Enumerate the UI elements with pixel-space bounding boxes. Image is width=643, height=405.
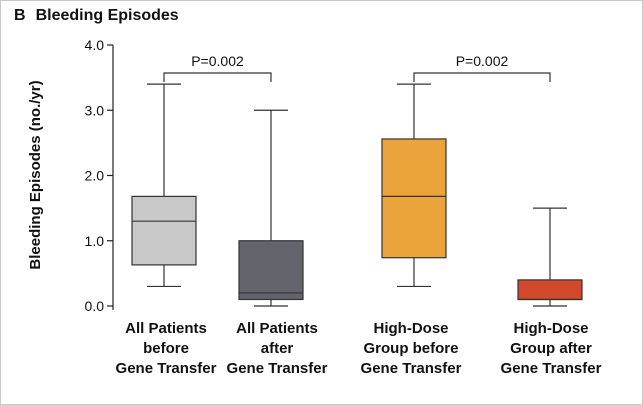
comparison-bracket bbox=[413, 72, 551, 82]
category-label-line: Gene Transfer bbox=[116, 360, 217, 377]
y-tick-label: 1.0 bbox=[85, 233, 105, 249]
category-label-line: All Patients bbox=[125, 320, 207, 337]
category-label-line: before bbox=[143, 340, 189, 357]
category-label-line: Group after bbox=[510, 340, 592, 357]
p-value-label: P=0.002 bbox=[456, 53, 509, 69]
panel-letter: B bbox=[14, 7, 26, 24]
box-body bbox=[381, 138, 447, 259]
box-3 bbox=[381, 83, 447, 288]
category-label-line: High-Dose bbox=[514, 320, 589, 337]
y-tick-label: 4.0 bbox=[85, 37, 105, 53]
category-label-line: Gene Transfer bbox=[501, 360, 602, 377]
comparison-brackets: P=0.002 P=0.002 bbox=[163, 53, 551, 82]
panel-header: B Bleeding Episodes bbox=[14, 7, 179, 25]
comparison-1: P=0.002 bbox=[163, 53, 272, 82]
y-axis-title: Bleeding Episodes (no./yr) bbox=[27, 80, 44, 269]
category-label-line: Gene Transfer bbox=[361, 360, 462, 377]
box-2 bbox=[238, 109, 304, 307]
category-label-line: Gene Transfer bbox=[227, 360, 328, 377]
category-label: All Patients before Gene Transfer bbox=[116, 320, 217, 377]
category-label-line: after bbox=[261, 340, 294, 357]
y-tick-label: 0.0 bbox=[85, 298, 105, 314]
category-label-line: High-Dose bbox=[374, 320, 449, 337]
y-tick-label: 3.0 bbox=[85, 102, 105, 118]
chart-title: Bleeding Episodes bbox=[35, 7, 179, 24]
category-label: High-Dose Group after Gene Transfer bbox=[501, 320, 602, 377]
box-body bbox=[238, 240, 304, 301]
comparison-2: P=0.002 bbox=[413, 53, 551, 82]
p-value-label: P=0.002 bbox=[191, 53, 244, 69]
category-label: All Patients after Gene Transfer bbox=[227, 320, 328, 377]
box-body bbox=[517, 279, 583, 301]
box-series bbox=[131, 83, 583, 307]
category-label-line: Group before bbox=[363, 340, 458, 357]
box-body bbox=[131, 195, 197, 266]
y-axis: 0.0 1.0 2.0 3.0 4.0 bbox=[85, 37, 114, 314]
box-4 bbox=[517, 207, 583, 307]
box-1 bbox=[131, 83, 197, 288]
y-tick-label: 2.0 bbox=[85, 168, 105, 184]
category-label: High-Dose Group before Gene Transfer bbox=[361, 320, 462, 377]
category-label-line: All Patients bbox=[236, 320, 318, 337]
comparison-bracket bbox=[163, 72, 272, 82]
